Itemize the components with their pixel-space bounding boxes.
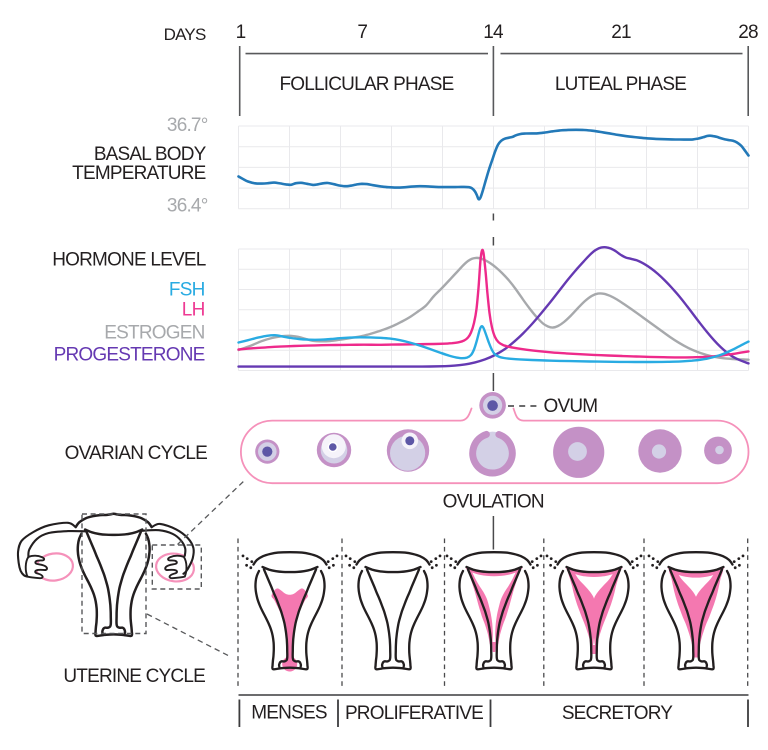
svg-text:MENSES: MENSES bbox=[251, 703, 327, 724]
svg-text:36.4°: 36.4° bbox=[167, 196, 208, 217]
svg-text:HORMONE LEVEL: HORMONE LEVEL bbox=[52, 250, 205, 271]
svg-text:OVARIAN CYCLE: OVARIAN CYCLE bbox=[65, 443, 207, 464]
svg-text:LH: LH bbox=[182, 300, 205, 321]
svg-text:21: 21 bbox=[611, 22, 631, 43]
svg-text:36.7°: 36.7° bbox=[167, 115, 208, 136]
svg-text:TEMPERATURE: TEMPERATURE bbox=[72, 163, 205, 184]
svg-text:FSH: FSH bbox=[169, 280, 205, 301]
svg-text:DAYS: DAYS bbox=[164, 25, 206, 44]
svg-text:BASAL BODY: BASAL BODY bbox=[94, 144, 207, 165]
svg-text:SECRETORY: SECRETORY bbox=[562, 703, 673, 724]
svg-text:LUTEAL PHASE: LUTEAL PHASE bbox=[555, 74, 686, 95]
svg-text:FOLLICULAR PHASE: FOLLICULAR PHASE bbox=[279, 74, 453, 95]
svg-text:ESTROGEN: ESTROGEN bbox=[104, 323, 204, 344]
svg-text:28: 28 bbox=[738, 22, 758, 43]
svg-text:UTERINE CYCLE: UTERINE CYCLE bbox=[63, 666, 205, 687]
svg-text:7: 7 bbox=[357, 22, 367, 43]
svg-text:14: 14 bbox=[483, 22, 504, 43]
svg-text:PROGESTERONE: PROGESTERONE bbox=[54, 345, 205, 366]
svg-text:1: 1 bbox=[236, 22, 246, 43]
svg-text:PROLIFERATIVE: PROLIFERATIVE bbox=[345, 703, 483, 724]
svg-text:OVUM: OVUM bbox=[544, 396, 598, 417]
svg-text:OVULATION: OVULATION bbox=[443, 492, 544, 513]
